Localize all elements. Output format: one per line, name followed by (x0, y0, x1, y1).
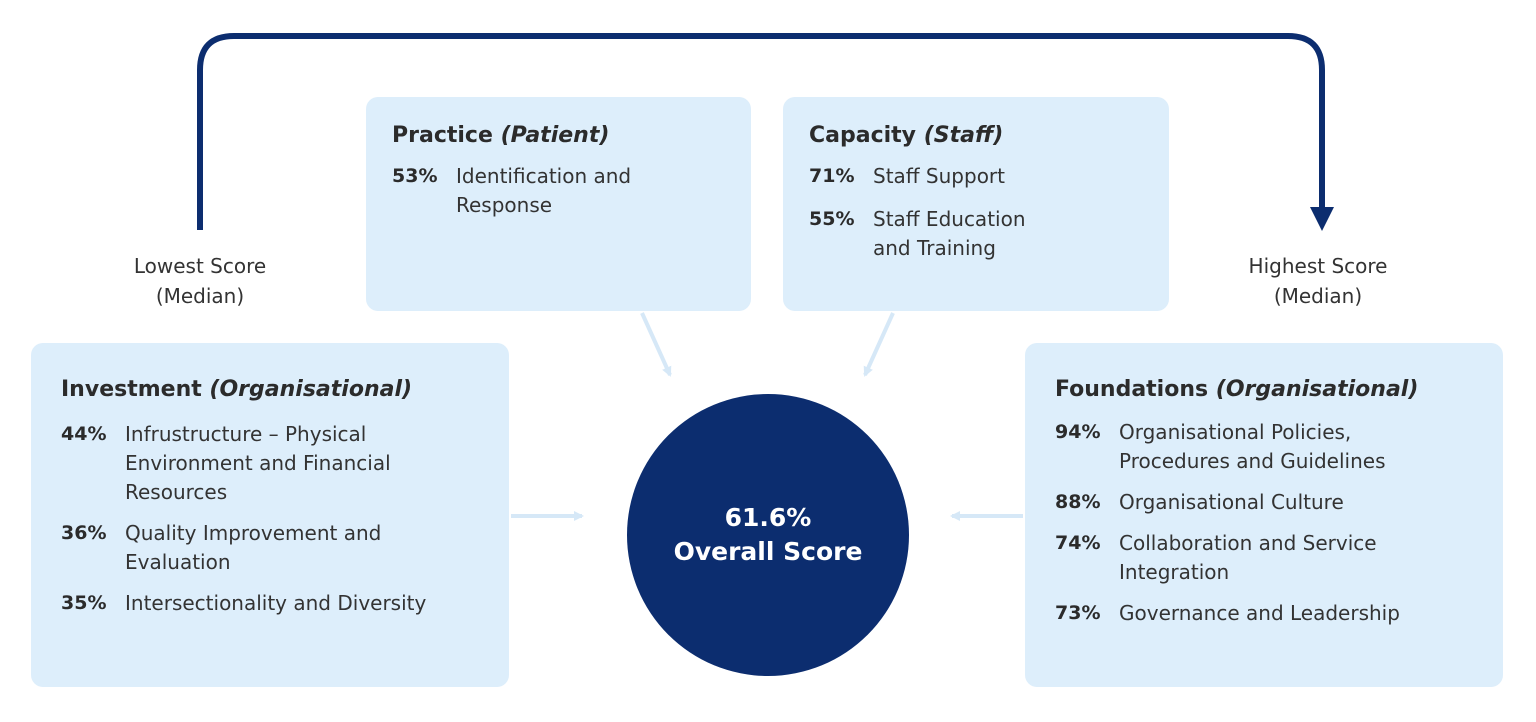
item-percent: 53% (392, 165, 438, 187)
practice-title-main: Practice (392, 123, 493, 148)
capacity-title: Capacity (Staff) (809, 123, 1145, 148)
item-label: Intersectionality and Diversity (125, 591, 427, 615)
highest-score-line1: Highest Score (1248, 254, 1388, 278)
lowest-score-label: Lowest Score (Median) (100, 251, 300, 311)
item-label: Organisational Policies, Procedures and … (1119, 420, 1386, 473)
lowest-score-line2: (Median) (155, 284, 245, 308)
list-item: 55% Staff Education and Training (809, 205, 1145, 263)
capacity-connector (863, 312, 895, 377)
overall-score-value: 61.6% (724, 503, 812, 532)
item-percent: 73% (1055, 602, 1101, 624)
practice-title: Practice (Patient) (392, 123, 727, 148)
list-item: 94% Organisational Policies, Procedures … (1055, 418, 1483, 476)
list-item: 88% Organisational Culture (1055, 488, 1483, 517)
investment-title-sub: (Organisational) (209, 377, 413, 402)
item-percent: 94% (1055, 421, 1101, 443)
item-label: Infrustructure – Physical Environment an… (125, 422, 391, 504)
item-label: Quality Improvement and Evaluation (125, 521, 382, 574)
lowest-score-line1: Lowest Score (133, 254, 267, 278)
investment-card: Investment (Organisational) 44% Infrustr… (31, 343, 509, 687)
item-percent: 55% (809, 208, 855, 230)
list-item: 36% Quality Improvement and Evaluation (61, 519, 485, 577)
item-label: Identification and Response (456, 164, 632, 217)
list-item: 35% Intersectionality and Diversity (61, 589, 485, 618)
capacity-card: Capacity (Staff) 71% Staff Support 55% S… (783, 97, 1169, 311)
item-label: Organisational Culture (1119, 490, 1344, 514)
item-percent: 88% (1055, 491, 1101, 513)
item-percent: 71% (809, 165, 855, 187)
item-label: Collaboration and Service Integration (1119, 531, 1377, 584)
foundations-title: Foundations (Organisational) (1055, 377, 1483, 402)
item-percent: 36% (61, 522, 107, 544)
investment-title-main: Investment (61, 377, 202, 402)
item-percent: 44% (61, 423, 107, 445)
list-item: 44% Infrustructure – Physical Environmen… (61, 420, 485, 507)
practice-connector (640, 312, 672, 377)
investment-title: Investment (Organisational) (61, 377, 485, 402)
foundations-card: Foundations (Organisational) 94% Organis… (1025, 343, 1503, 687)
capacity-title-main: Capacity (809, 123, 917, 148)
highest-score-label: Highest Score (Median) (1218, 251, 1418, 311)
foundations-title-main: Foundations (1055, 377, 1209, 402)
item-label: Governance and Leadership (1119, 601, 1400, 625)
item-label: Staff Support (873, 164, 1005, 188)
practice-title-sub: (Patient) (500, 123, 610, 148)
item-label: Staff Education and Training (873, 207, 1026, 260)
item-percent: 35% (61, 592, 107, 614)
practice-card: Practice (Patient) 53% Identification an… (366, 97, 751, 311)
score-range-arrowhead (1310, 207, 1334, 231)
foundations-title-sub: (Organisational) (1215, 377, 1419, 402)
overall-score-circle: 61.6% Overall Score (627, 394, 909, 676)
overall-score-label: Overall Score (673, 537, 863, 566)
highest-score-line2: (Median) (1273, 284, 1363, 308)
item-percent: 74% (1055, 532, 1101, 554)
list-item: 53% Identification and Response (392, 162, 727, 220)
list-item: 73% Governance and Leadership (1055, 599, 1483, 628)
capacity-title-sub: (Staff) (923, 123, 1004, 148)
list-item: 74% Collaboration and Service Integratio… (1055, 529, 1483, 587)
list-item: 71% Staff Support (809, 162, 1145, 191)
